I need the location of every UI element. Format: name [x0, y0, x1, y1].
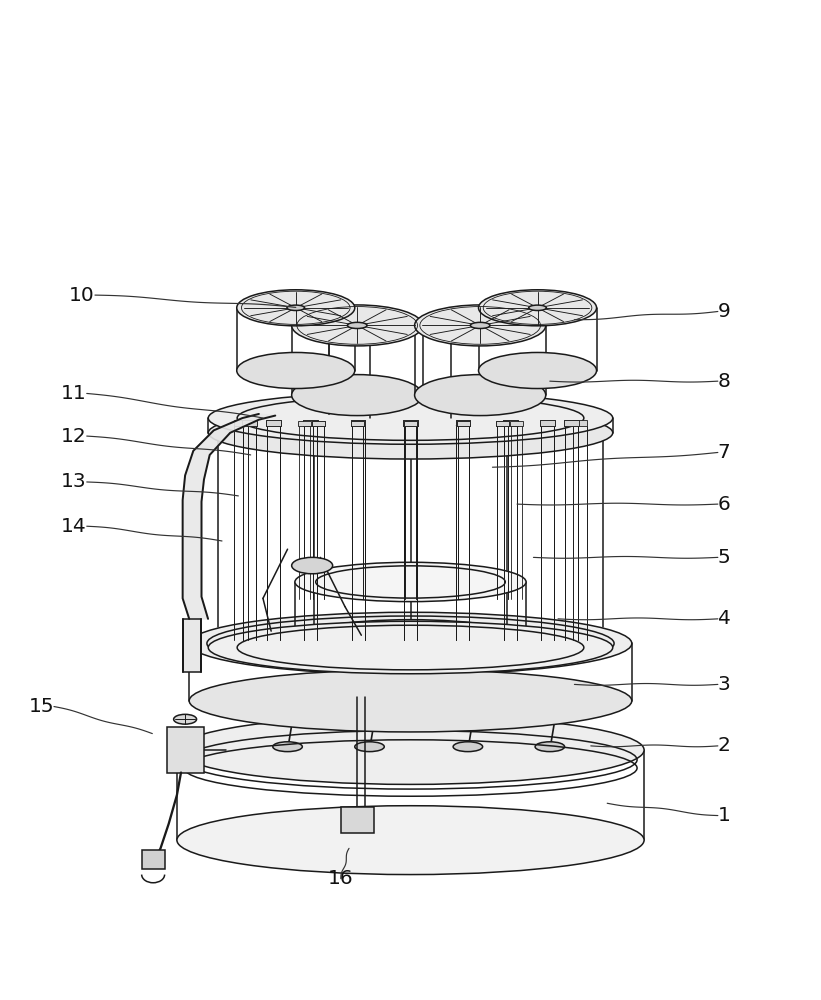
- Polygon shape: [351, 421, 364, 426]
- Text: 7: 7: [718, 443, 731, 462]
- Polygon shape: [142, 850, 165, 869]
- Ellipse shape: [236, 290, 355, 326]
- Text: 13: 13: [61, 472, 87, 491]
- Polygon shape: [403, 420, 418, 426]
- Ellipse shape: [273, 742, 302, 752]
- Polygon shape: [540, 420, 555, 426]
- Text: 12: 12: [61, 427, 87, 446]
- Polygon shape: [572, 420, 587, 426]
- Polygon shape: [312, 421, 325, 426]
- Polygon shape: [457, 421, 470, 426]
- Text: 14: 14: [61, 517, 87, 536]
- Ellipse shape: [236, 352, 355, 389]
- Text: 16: 16: [328, 869, 354, 888]
- Polygon shape: [404, 421, 417, 426]
- Polygon shape: [564, 420, 579, 426]
- Ellipse shape: [347, 322, 367, 328]
- Polygon shape: [496, 421, 509, 426]
- Text: 2: 2: [718, 736, 731, 755]
- Polygon shape: [457, 421, 470, 426]
- Text: 4: 4: [718, 609, 731, 628]
- Polygon shape: [242, 420, 257, 426]
- Ellipse shape: [479, 352, 597, 389]
- Text: 8: 8: [718, 372, 731, 391]
- Polygon shape: [351, 420, 365, 426]
- Polygon shape: [266, 420, 281, 426]
- Text: 15: 15: [29, 697, 54, 716]
- Polygon shape: [182, 619, 201, 672]
- Ellipse shape: [479, 290, 597, 326]
- Polygon shape: [182, 414, 275, 619]
- Polygon shape: [304, 420, 319, 426]
- Text: 10: 10: [69, 286, 95, 305]
- Polygon shape: [304, 420, 319, 426]
- Ellipse shape: [470, 322, 490, 328]
- Ellipse shape: [189, 612, 632, 675]
- Polygon shape: [404, 421, 417, 426]
- Polygon shape: [502, 420, 517, 426]
- Polygon shape: [266, 420, 281, 426]
- Ellipse shape: [295, 620, 526, 659]
- Polygon shape: [496, 421, 509, 426]
- Polygon shape: [564, 420, 579, 426]
- Polygon shape: [510, 421, 523, 426]
- Polygon shape: [403, 420, 418, 426]
- Ellipse shape: [177, 716, 644, 784]
- Ellipse shape: [173, 714, 196, 724]
- Polygon shape: [312, 421, 325, 426]
- Polygon shape: [167, 727, 204, 773]
- Polygon shape: [298, 421, 311, 426]
- Ellipse shape: [291, 557, 333, 574]
- Ellipse shape: [291, 375, 423, 416]
- Polygon shape: [456, 420, 470, 426]
- Ellipse shape: [415, 375, 546, 416]
- Ellipse shape: [177, 806, 644, 875]
- Ellipse shape: [209, 621, 612, 674]
- Polygon shape: [341, 807, 374, 833]
- Ellipse shape: [291, 305, 423, 346]
- Text: 5: 5: [718, 548, 731, 567]
- Polygon shape: [351, 421, 364, 426]
- Ellipse shape: [535, 742, 565, 752]
- Polygon shape: [242, 420, 257, 426]
- Polygon shape: [234, 420, 249, 426]
- Polygon shape: [540, 420, 555, 426]
- Polygon shape: [502, 420, 517, 426]
- Text: 9: 9: [718, 302, 731, 321]
- Text: 6: 6: [718, 495, 731, 514]
- Ellipse shape: [415, 305, 546, 346]
- Ellipse shape: [355, 742, 384, 752]
- Ellipse shape: [295, 562, 526, 602]
- Ellipse shape: [209, 407, 612, 459]
- Ellipse shape: [189, 670, 632, 732]
- Ellipse shape: [453, 742, 483, 752]
- Polygon shape: [456, 420, 470, 426]
- Polygon shape: [351, 420, 365, 426]
- Text: 1: 1: [718, 806, 731, 825]
- Text: 3: 3: [718, 675, 731, 694]
- Ellipse shape: [529, 305, 547, 311]
- Ellipse shape: [287, 305, 305, 311]
- Ellipse shape: [209, 392, 612, 444]
- Text: 11: 11: [61, 384, 87, 403]
